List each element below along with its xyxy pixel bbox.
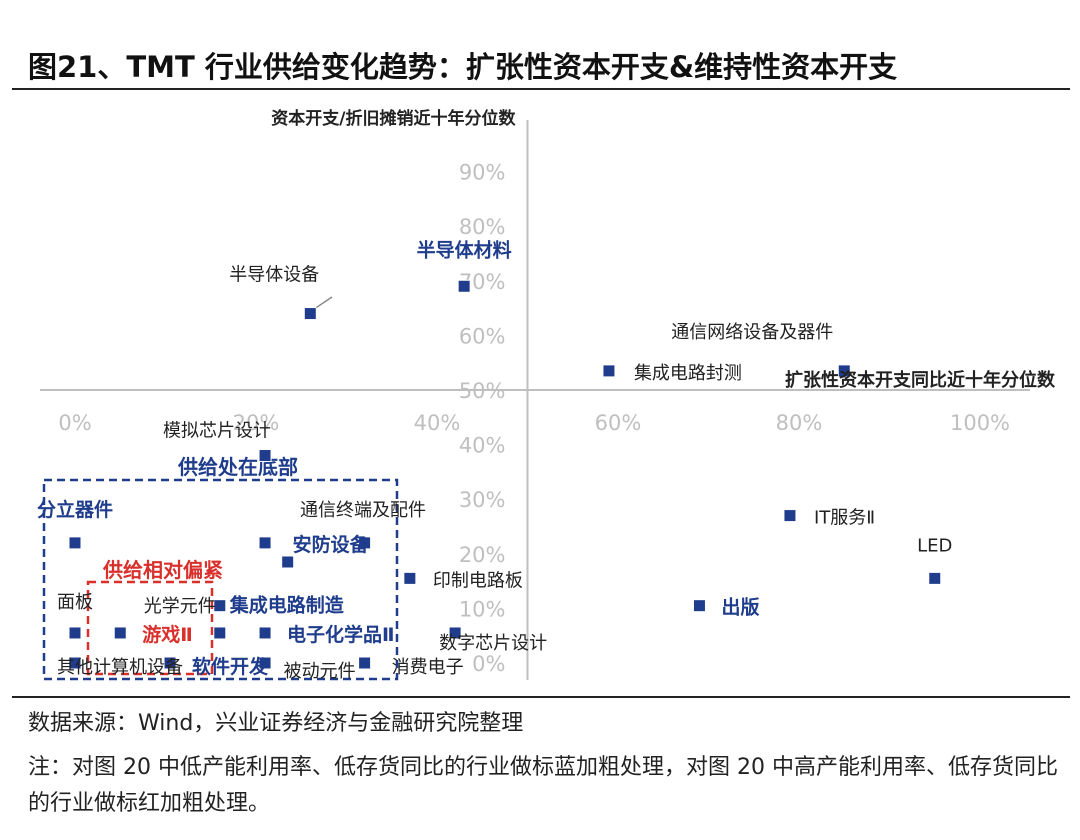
data-point — [928, 571, 942, 585]
data-point — [281, 555, 295, 569]
chart-axes — [40, 120, 1030, 680]
y-tick-label: 40% — [459, 434, 506, 458]
x-tick-label: 0% — [58, 411, 91, 435]
data-point — [258, 536, 272, 550]
point-label: 集成电路封测 — [634, 363, 742, 384]
data-point — [837, 364, 851, 378]
data-point — [68, 656, 82, 670]
data-point — [403, 571, 417, 585]
data-point — [113, 626, 127, 640]
x-tick-label: 40% — [414, 411, 461, 435]
point-label: 半导体设备 — [229, 265, 319, 286]
point-label: 通信终端及配件 — [300, 500, 426, 521]
point-label: IT服务Ⅱ — [814, 508, 875, 529]
point-label: 模拟芯片设计 — [163, 421, 271, 442]
y-tick-label: 60% — [459, 324, 506, 348]
data-point — [457, 279, 471, 293]
figure-title: 图21、TMT 行业供给变化趋势：扩张性资本开支&维持性资本开支 — [28, 50, 898, 84]
data-points — [68, 279, 942, 670]
point-label: 面板 — [57, 592, 93, 613]
data-point — [213, 626, 227, 640]
data-point — [602, 364, 616, 378]
y-tick-label: 30% — [459, 488, 506, 512]
y-tick-label: 90% — [459, 161, 506, 185]
point-label: 数字芯片设计 — [439, 633, 547, 654]
data-point — [303, 307, 317, 321]
data-point — [163, 656, 177, 670]
point-label: 安防设备 — [293, 533, 370, 556]
point-label: 通信网络设备及器件 — [671, 322, 833, 343]
y-tick-label: 0% — [472, 652, 505, 676]
x-tick-label: 20% — [233, 411, 280, 435]
footer-divider — [12, 696, 1070, 698]
point-label: 其他计算机设备 — [57, 657, 183, 678]
supply-bottom-box — [42, 478, 399, 681]
point-label: 游戏Ⅱ — [142, 623, 193, 646]
data-point — [213, 599, 227, 613]
title-divider — [12, 88, 1070, 90]
data-point — [68, 536, 82, 550]
point-label: 半导体材料 — [417, 238, 512, 261]
figure-note: 注：对图 20 中低产能利用率、低存货同比的行业做标蓝加粗处理，对图 20 中高… — [28, 755, 1058, 816]
data-point — [783, 509, 797, 523]
y-tick-label: 80% — [459, 215, 506, 239]
y-tick-label: 50% — [459, 379, 506, 403]
data-point — [258, 449, 272, 463]
x-tick-label: 60% — [595, 411, 642, 435]
point-label: 消费电子 — [392, 657, 464, 678]
y-axis-title: 资本开支/折旧摊销近十年分位数 — [271, 108, 516, 129]
data-point — [358, 536, 372, 550]
point-label: 集成电路制造 — [229, 594, 345, 617]
tick-labels: 0% 20% 40% 60% 80% 100%0%10%20%30%40%50%60%70… — [58, 161, 1010, 676]
point-label: LED — [917, 535, 952, 556]
point-label: 被动元件 — [284, 661, 356, 682]
leader-line — [315, 296, 333, 309]
data-source: 数据来源：Wind，兴业证券经济与金融研究院整理 — [28, 711, 524, 736]
point-label: 光学元件 — [144, 596, 216, 617]
x-axis-title: 扩张性资本开支同比近十年分位数 — [785, 369, 1056, 391]
data-point — [692, 599, 706, 613]
x-tick-label: 100% — [950, 411, 1010, 435]
data-point — [258, 626, 272, 640]
data-point — [68, 626, 82, 640]
supply-tight-box — [86, 580, 214, 676]
point-label: 出版 — [721, 596, 759, 619]
data-point — [448, 626, 462, 640]
point-label: 印制电路板 — [433, 570, 523, 591]
data-point — [358, 656, 372, 670]
data-point — [258, 656, 272, 670]
y-tick-label: 20% — [459, 543, 506, 567]
point-label: 软件开发 — [192, 655, 269, 678]
point-label: 电子化学品Ⅱ — [287, 623, 395, 646]
x-tick-label: 80% — [776, 411, 823, 435]
annotation-supply-tight: 供给相对偏紧 — [102, 558, 223, 582]
annotation-supply-bottom: 供给处在底部 — [177, 455, 298, 479]
point-label: 分立器件 — [37, 498, 113, 521]
y-tick-label: 10% — [459, 597, 506, 621]
